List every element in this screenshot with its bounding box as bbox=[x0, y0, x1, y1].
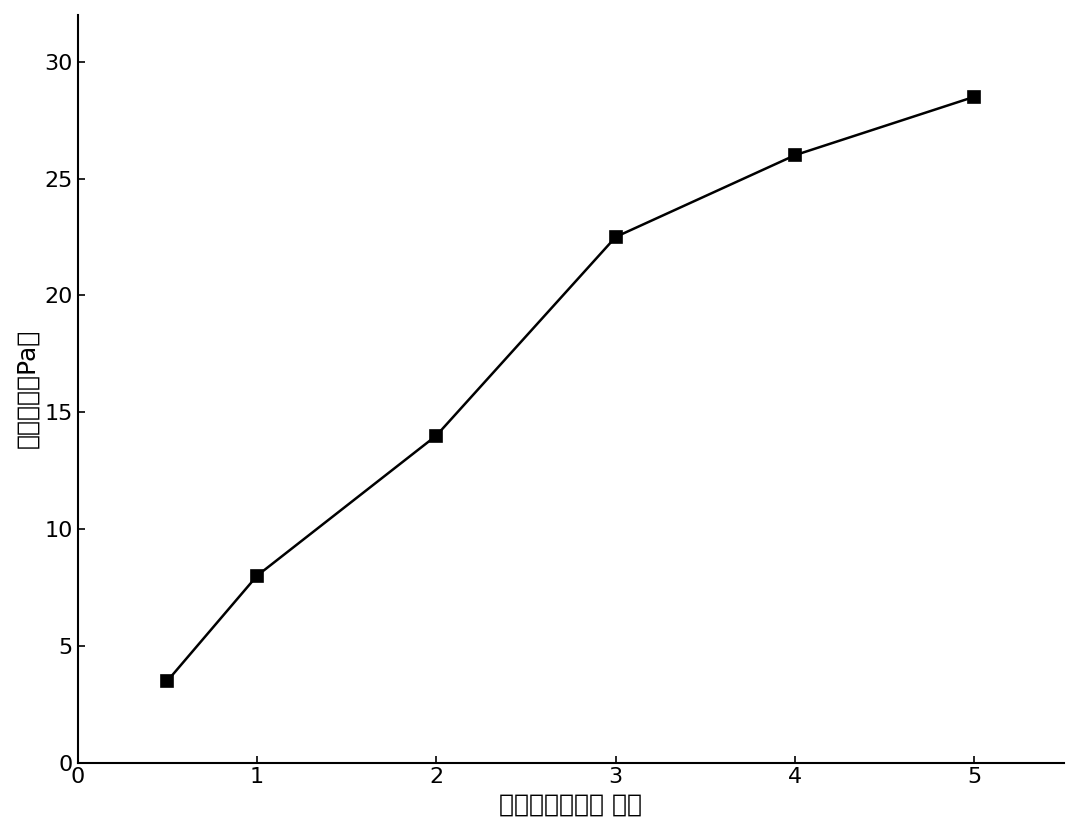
Y-axis label: 储模能量（Pa）: 储模能量（Pa） bbox=[15, 329, 39, 448]
X-axis label: 交联剂用量（份 数）: 交联剂用量（份 数） bbox=[500, 793, 642, 817]
